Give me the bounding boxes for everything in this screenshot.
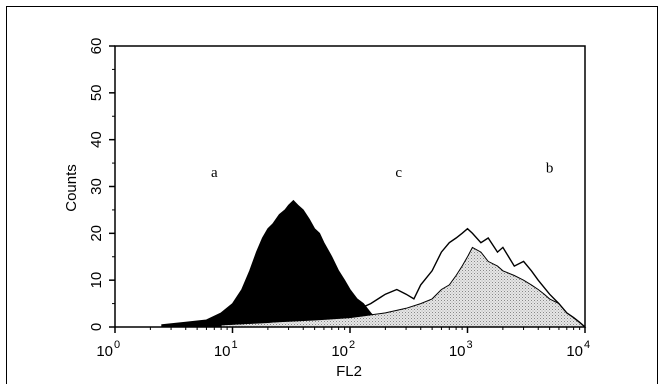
y-tick-label: 0	[88, 323, 105, 331]
x-tick-label: 10	[331, 343, 348, 360]
y-tick-label: 40	[88, 131, 105, 148]
x-tick-exponent: 2	[349, 339, 355, 351]
x-axis-title: FL2	[336, 363, 362, 380]
y-tick-label: 10	[88, 272, 105, 289]
y-tick-label: 30	[88, 178, 105, 195]
y-axis-title: Counts	[63, 164, 80, 212]
series-layer	[161, 199, 587, 328]
annotation-label-a: a	[211, 165, 218, 181]
x-tick-exponent: 3	[467, 339, 473, 351]
annotation-label-b: b	[546, 160, 554, 176]
x-tick-label: 10	[96, 343, 113, 360]
frame-border	[6, 6, 658, 384]
series-c-histogram	[221, 227, 586, 328]
x-tick-label: 10	[449, 343, 466, 360]
x-tick-label: 10	[566, 343, 583, 360]
x-tick-label: 10	[214, 343, 231, 360]
y-tick-label: 20	[88, 225, 105, 242]
labels-layer: FL2 Counts	[63, 164, 362, 380]
x-tick-exponent: 0	[114, 339, 120, 351]
y-tick-label: 60	[88, 38, 105, 55]
y-tick-label: 50	[88, 84, 105, 101]
x-tick-exponent: 1	[232, 339, 238, 351]
annotation-label-c: c	[395, 165, 402, 181]
x-tick-exponent: 4	[584, 339, 590, 351]
series-a-histogram	[161, 199, 386, 328]
